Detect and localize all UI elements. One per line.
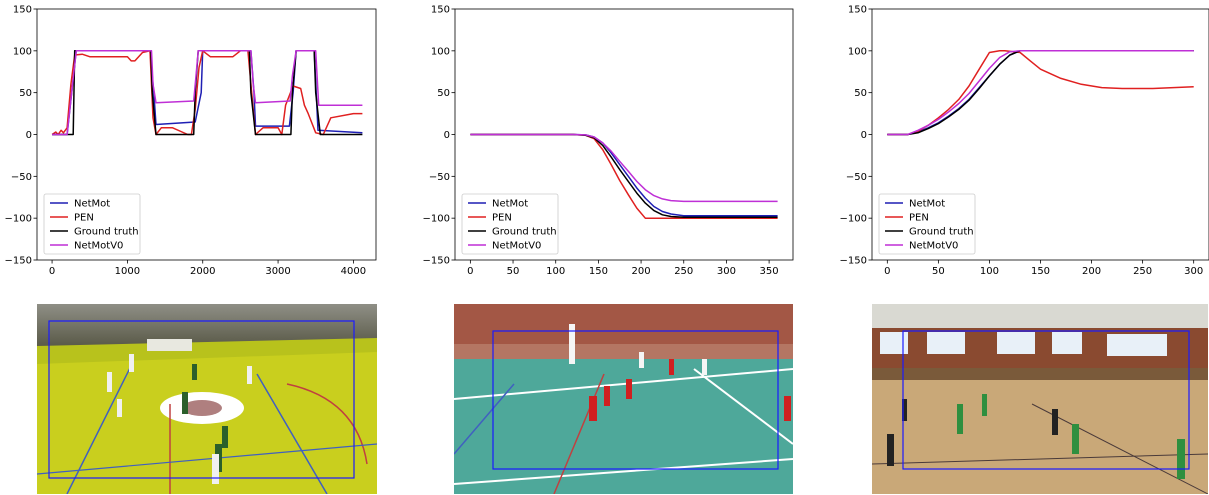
court-photo-3 [872, 304, 1208, 494]
y-tick-label: −50 [429, 172, 450, 183]
legend: NetMot PEN Ground truth NetMotV0 [43, 193, 141, 255]
x-tick-label: 150 [589, 266, 608, 277]
y-tick-label: 150 [848, 5, 867, 16]
x-tick-label: 200 [1082, 266, 1101, 277]
x-tick-label: 50 [507, 266, 520, 277]
x-tick-label: 1000 [115, 266, 140, 277]
y-tick-label: 150 [13, 5, 32, 16]
legend-label: NetMot [909, 199, 945, 210]
legend-label: NetMot [74, 199, 110, 210]
legend-label: NetMotV0 [74, 241, 123, 252]
legend-label: Ground truth [74, 227, 139, 238]
series-line-netmotv0 [470, 133, 778, 203]
y-tick-label: 150 [431, 5, 450, 16]
x-tick-label: 0 [467, 266, 473, 277]
x-tick-label: 0 [49, 266, 55, 277]
x-tick-label: 50 [932, 266, 945, 277]
x-tick-label: 100 [980, 266, 999, 277]
y-tick-label: −100 [840, 214, 867, 225]
x-tick-label: 250 [674, 266, 693, 277]
legend-label: Ground truth [909, 227, 974, 238]
y-tick-label: 50 [854, 88, 867, 99]
x-tick-label: 300 [1184, 266, 1203, 277]
x-tick-label: 4000 [341, 266, 366, 277]
chart-2: 150 100 50 0 −50 −100 −150 0 50 100 150 200 250 300 35… [423, 5, 794, 277]
y-tick-label: 0 [26, 130, 32, 141]
y-tick-label: 100 [848, 46, 867, 57]
legend-label: PEN [909, 213, 929, 224]
y-tick-label: 0 [444, 130, 450, 141]
series-line-netmotv0 [52, 50, 363, 136]
y-tick-label: 100 [13, 46, 32, 57]
y-tick-label: −100 [423, 214, 450, 225]
chart-3: 150 100 50 0 −50 −100 −150 0 50 100 150 200 250 300 Ne… [840, 5, 1209, 277]
x-tick-label: 350 [760, 266, 779, 277]
court-photo-1 [37, 304, 377, 494]
x-tick-label: 250 [1133, 266, 1152, 277]
series-line-netmotv0 [887, 50, 1194, 136]
y-tick-label: 0 [861, 130, 867, 141]
legend: NetMot PEN Ground truth NetMotV0 [878, 193, 976, 255]
y-tick-label: −150 [423, 256, 450, 267]
legend-label: NetMot [492, 199, 528, 210]
y-tick-label: −50 [11, 172, 32, 183]
legend-label: NetMotV0 [492, 241, 541, 252]
y-tick-label: −100 [5, 214, 32, 225]
legend-label: PEN [492, 213, 512, 224]
y-tick-label: −150 [5, 256, 32, 267]
x-tick-label: 2000 [190, 266, 215, 277]
legend-label: NetMotV0 [909, 241, 958, 252]
x-tick-label: 150 [1031, 266, 1050, 277]
legend-label: PEN [74, 213, 94, 224]
legend-box [878, 193, 976, 255]
x-tick-label: 0 [884, 266, 890, 277]
y-tick-label: −150 [840, 256, 867, 267]
legend-label: Ground truth [492, 227, 557, 238]
court-photo-2 [454, 304, 793, 494]
chart-1: 150 100 50 0 −50 −100 −150 0 1000 2000 3000 4000 Net… [5, 5, 377, 277]
legend: NetMot PEN Ground truth NetMotV0 [461, 193, 559, 255]
x-tick-label: 100 [546, 266, 565, 277]
legend-box [461, 193, 559, 255]
x-tick-label: 3000 [265, 266, 290, 277]
y-tick-label: −50 [846, 172, 867, 183]
x-tick-label: 300 [717, 266, 736, 277]
legend-box [43, 193, 141, 255]
y-tick-label: 100 [431, 46, 450, 57]
y-tick-label: 50 [437, 88, 450, 99]
x-tick-label: 200 [632, 266, 651, 277]
y-tick-label: 50 [19, 88, 32, 99]
